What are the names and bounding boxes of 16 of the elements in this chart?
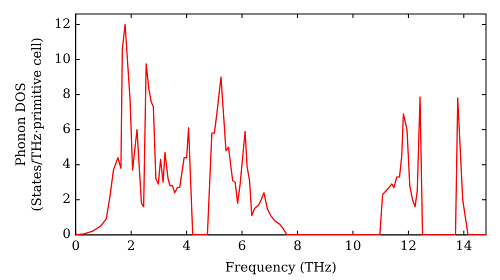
y-tick-label: 2 [62,192,71,208]
y-tick-label: 12 [54,16,71,32]
x-tick-label: 12 [400,238,417,254]
y-tick-label: 6 [62,122,71,138]
y-tick-label: 0 [62,227,71,242]
x-tick-label: 10 [344,238,362,254]
x-axis-title: Frequency (THz) [225,260,337,276]
y-tick-label: 8 [62,86,71,102]
x-tick-label: 8 [293,238,302,254]
y-tick-label: 4 [62,157,71,172]
y-axis-title: Phonon DOS (States/THz·primitive cell) [14,37,45,212]
x-tick-label: 4 [182,238,191,254]
x-tick-label: 14 [456,238,472,254]
x-tick-label: 2 [127,238,136,254]
y-tick-label: 10 [54,52,71,67]
x-tick-label: 6 [238,238,246,254]
